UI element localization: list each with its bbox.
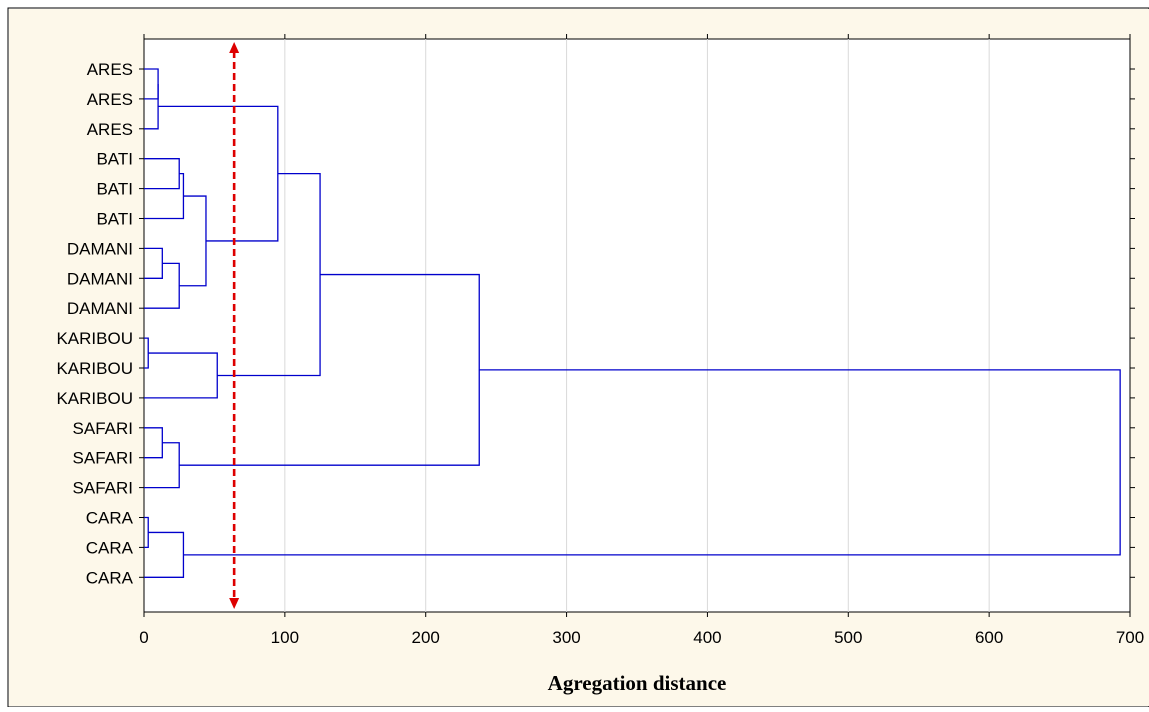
leaf-label: CARA [86, 538, 134, 557]
y-ticks [139, 68, 1135, 578]
leaf-label: CARA [86, 509, 134, 528]
x-tick-label: 400 [693, 628, 721, 647]
x-axis-label: Agregation distance [548, 671, 727, 695]
dendrogram-link [144, 442, 180, 489]
leaf-label: KARIBOU [56, 329, 133, 348]
plot-area [143, 38, 1131, 613]
x-tick-labels: 0 100 200 300 400 500 600 700 [139, 628, 1144, 647]
cut-line-arrow-down [229, 598, 240, 609]
dendrogram-link [217, 173, 321, 377]
grid-lines [284, 39, 990, 612]
leaf-label: BATI [96, 210, 133, 229]
leaf-label: KARIBOU [56, 359, 133, 378]
dendrogram-link [144, 158, 180, 190]
x-tick-label: 500 [834, 628, 862, 647]
leaf-label: BATI [96, 180, 133, 199]
leaf-label: SAFARI [73, 479, 133, 498]
leaf-label: SAFARI [73, 449, 133, 468]
leaf-label: ARES [87, 90, 133, 109]
dendrogram-link [179, 195, 207, 287]
cut-line-arrow-up [229, 42, 240, 53]
leaf-label: DAMANI [67, 299, 133, 318]
x-tick-label: 0 [139, 628, 148, 647]
dendrogram-links [144, 68, 1121, 578]
cut-line [229, 42, 240, 609]
x-tick-label: 300 [552, 628, 580, 647]
leaf-label: DAMANI [67, 239, 133, 258]
leaf-label: ARES [87, 60, 133, 79]
leaf-labels: ARES ARES ARES BATI BATI BATI DAMANI DAMANI DAMA… [56, 60, 133, 587]
x-tick-label: 100 [271, 628, 299, 647]
leaf-label: SAFARI [73, 419, 133, 438]
dendrogram-link [144, 247, 163, 279]
leaf-label: DAMANI [67, 269, 133, 288]
x-tick-label: 700 [1116, 628, 1144, 647]
leaf-label: BATI [96, 150, 133, 169]
dendrogram-link [144, 427, 163, 459]
leaf-label: ARES [87, 120, 133, 139]
dendrogram-link [144, 262, 180, 309]
dendrogram-link [158, 105, 279, 242]
x-ticks [143, 34, 1131, 617]
leaf-label: CARA [86, 568, 134, 587]
x-tick-label: 200 [412, 628, 440, 647]
leaf-label: KARIBOU [56, 389, 133, 408]
dendrogram-link [183, 369, 1121, 556]
x-tick-label: 600 [975, 628, 1003, 647]
dendrogram-link [144, 83, 159, 130]
